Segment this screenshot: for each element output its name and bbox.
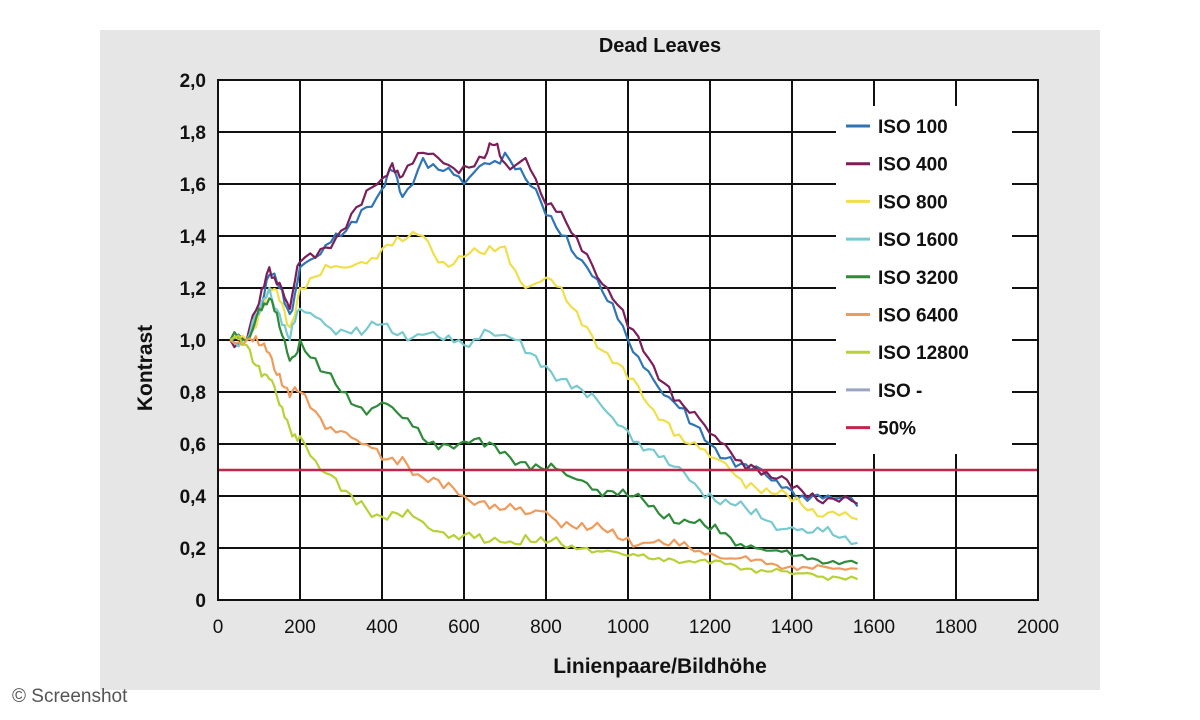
series-line-5 (229, 297, 859, 566)
y-tick-label: 1,2 (180, 279, 206, 300)
legend-label: ISO 3200 (878, 268, 958, 289)
x-tick-label: 200 (284, 617, 316, 638)
series-line-2 (229, 142, 859, 505)
x-axis-label: Linienpaare/Bildhöhe (553, 655, 767, 678)
legend: ISO 100 ISO 400 ISO 800 ISO 1600 ISO 3200 ISO… (836, 106, 1012, 454)
x-tick-label: 0 (213, 617, 224, 638)
y-tick-label: 0 (195, 591, 206, 612)
legend-label: ISO 12800 (878, 343, 969, 364)
x-tick-label: 800 (530, 617, 562, 638)
series-line-1 (229, 151, 859, 508)
legend-label: ISO - (878, 381, 922, 402)
y-tick-label: 1,4 (180, 227, 207, 248)
chart-title: Dead Leaves (599, 35, 721, 57)
x-tick-label: 600 (448, 617, 480, 638)
y-tick-label: 0,8 (180, 383, 206, 404)
chart-svg: Dead Leaves 0 0,2 0,4 0,6 0,8 1,0 1,2 1,4 1,6 1,8… (134, 35, 1059, 678)
legend-label: ISO 6400 (878, 306, 958, 327)
y-tick-label: 1,6 (180, 175, 206, 196)
x-tick-label: 2000 (1017, 617, 1059, 638)
plot-border (217, 79, 1039, 601)
chart-panel: Dead Leaves 0 0,2 0,4 0,6 0,8 1,0 1,2 1,4 1,6 1,8… (100, 30, 1100, 690)
series-line-7 (229, 334, 859, 582)
plot-frame (217, 79, 1039, 601)
y-tick-label: 2,0 (180, 71, 206, 92)
y-tick-label: 0,2 (180, 539, 206, 560)
y-tick-label: 0,6 (180, 435, 206, 456)
series-line-3 (229, 230, 858, 521)
x-tick-label: 1200 (689, 617, 731, 638)
y-tick-label: 1,8 (180, 123, 206, 144)
legend-label: ISO 100 (878, 117, 948, 138)
screenshot-credit: © Screenshot (12, 686, 128, 707)
series-line-4 (229, 286, 858, 546)
legend-label: ISO 1600 (878, 230, 958, 251)
series-line-6 (229, 335, 858, 572)
x-tick-label: 1400 (771, 617, 813, 638)
x-tick-label: 1800 (935, 617, 977, 638)
y-tick-label: 0,4 (180, 487, 207, 508)
x-tick-label: 1600 (853, 617, 895, 638)
legend-label: ISO 400 (878, 155, 948, 176)
y-axis-ticks: 0 0,2 0,4 0,6 0,8 1,0 1,2 1,4 1,6 1,8 2,0 (180, 71, 207, 612)
y-tick-label: 1,0 (180, 331, 206, 352)
legend-label: ISO 800 (878, 192, 948, 213)
y-axis-label: Kontrast (134, 325, 157, 411)
x-axis-ticks: 0 200 400 600 800 1000 1200 1400 1600 1800 2000 (213, 617, 1059, 638)
legend-label: 50% (878, 419, 916, 440)
series-layer (218, 142, 1038, 582)
x-tick-label: 1000 (607, 617, 649, 638)
x-tick-label: 400 (366, 617, 398, 638)
